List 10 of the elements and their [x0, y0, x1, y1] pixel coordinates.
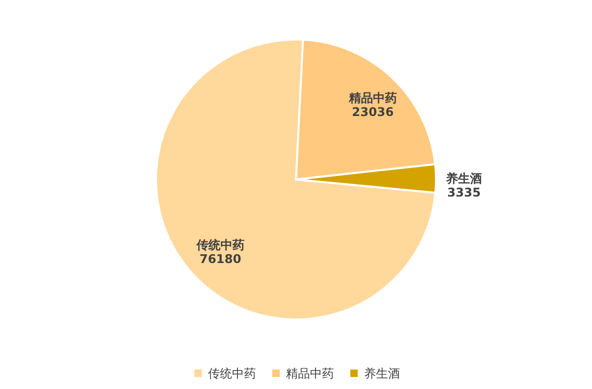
- pie-slice: [155, 38, 436, 320]
- data-label: 76180: [199, 252, 242, 266]
- legend-label: 精品中药: [286, 366, 334, 380]
- slice-label: 养生酒: [444, 171, 482, 186]
- slice-label: 传统中药: [195, 238, 244, 252]
- slice-label: 精品中药: [348, 90, 397, 105]
- data-label: 23036: [352, 104, 394, 119]
- legend-label: 养生酒: [364, 366, 400, 380]
- legend-label: 传统中药: [208, 366, 256, 380]
- data-label: 3335: [447, 185, 481, 200]
